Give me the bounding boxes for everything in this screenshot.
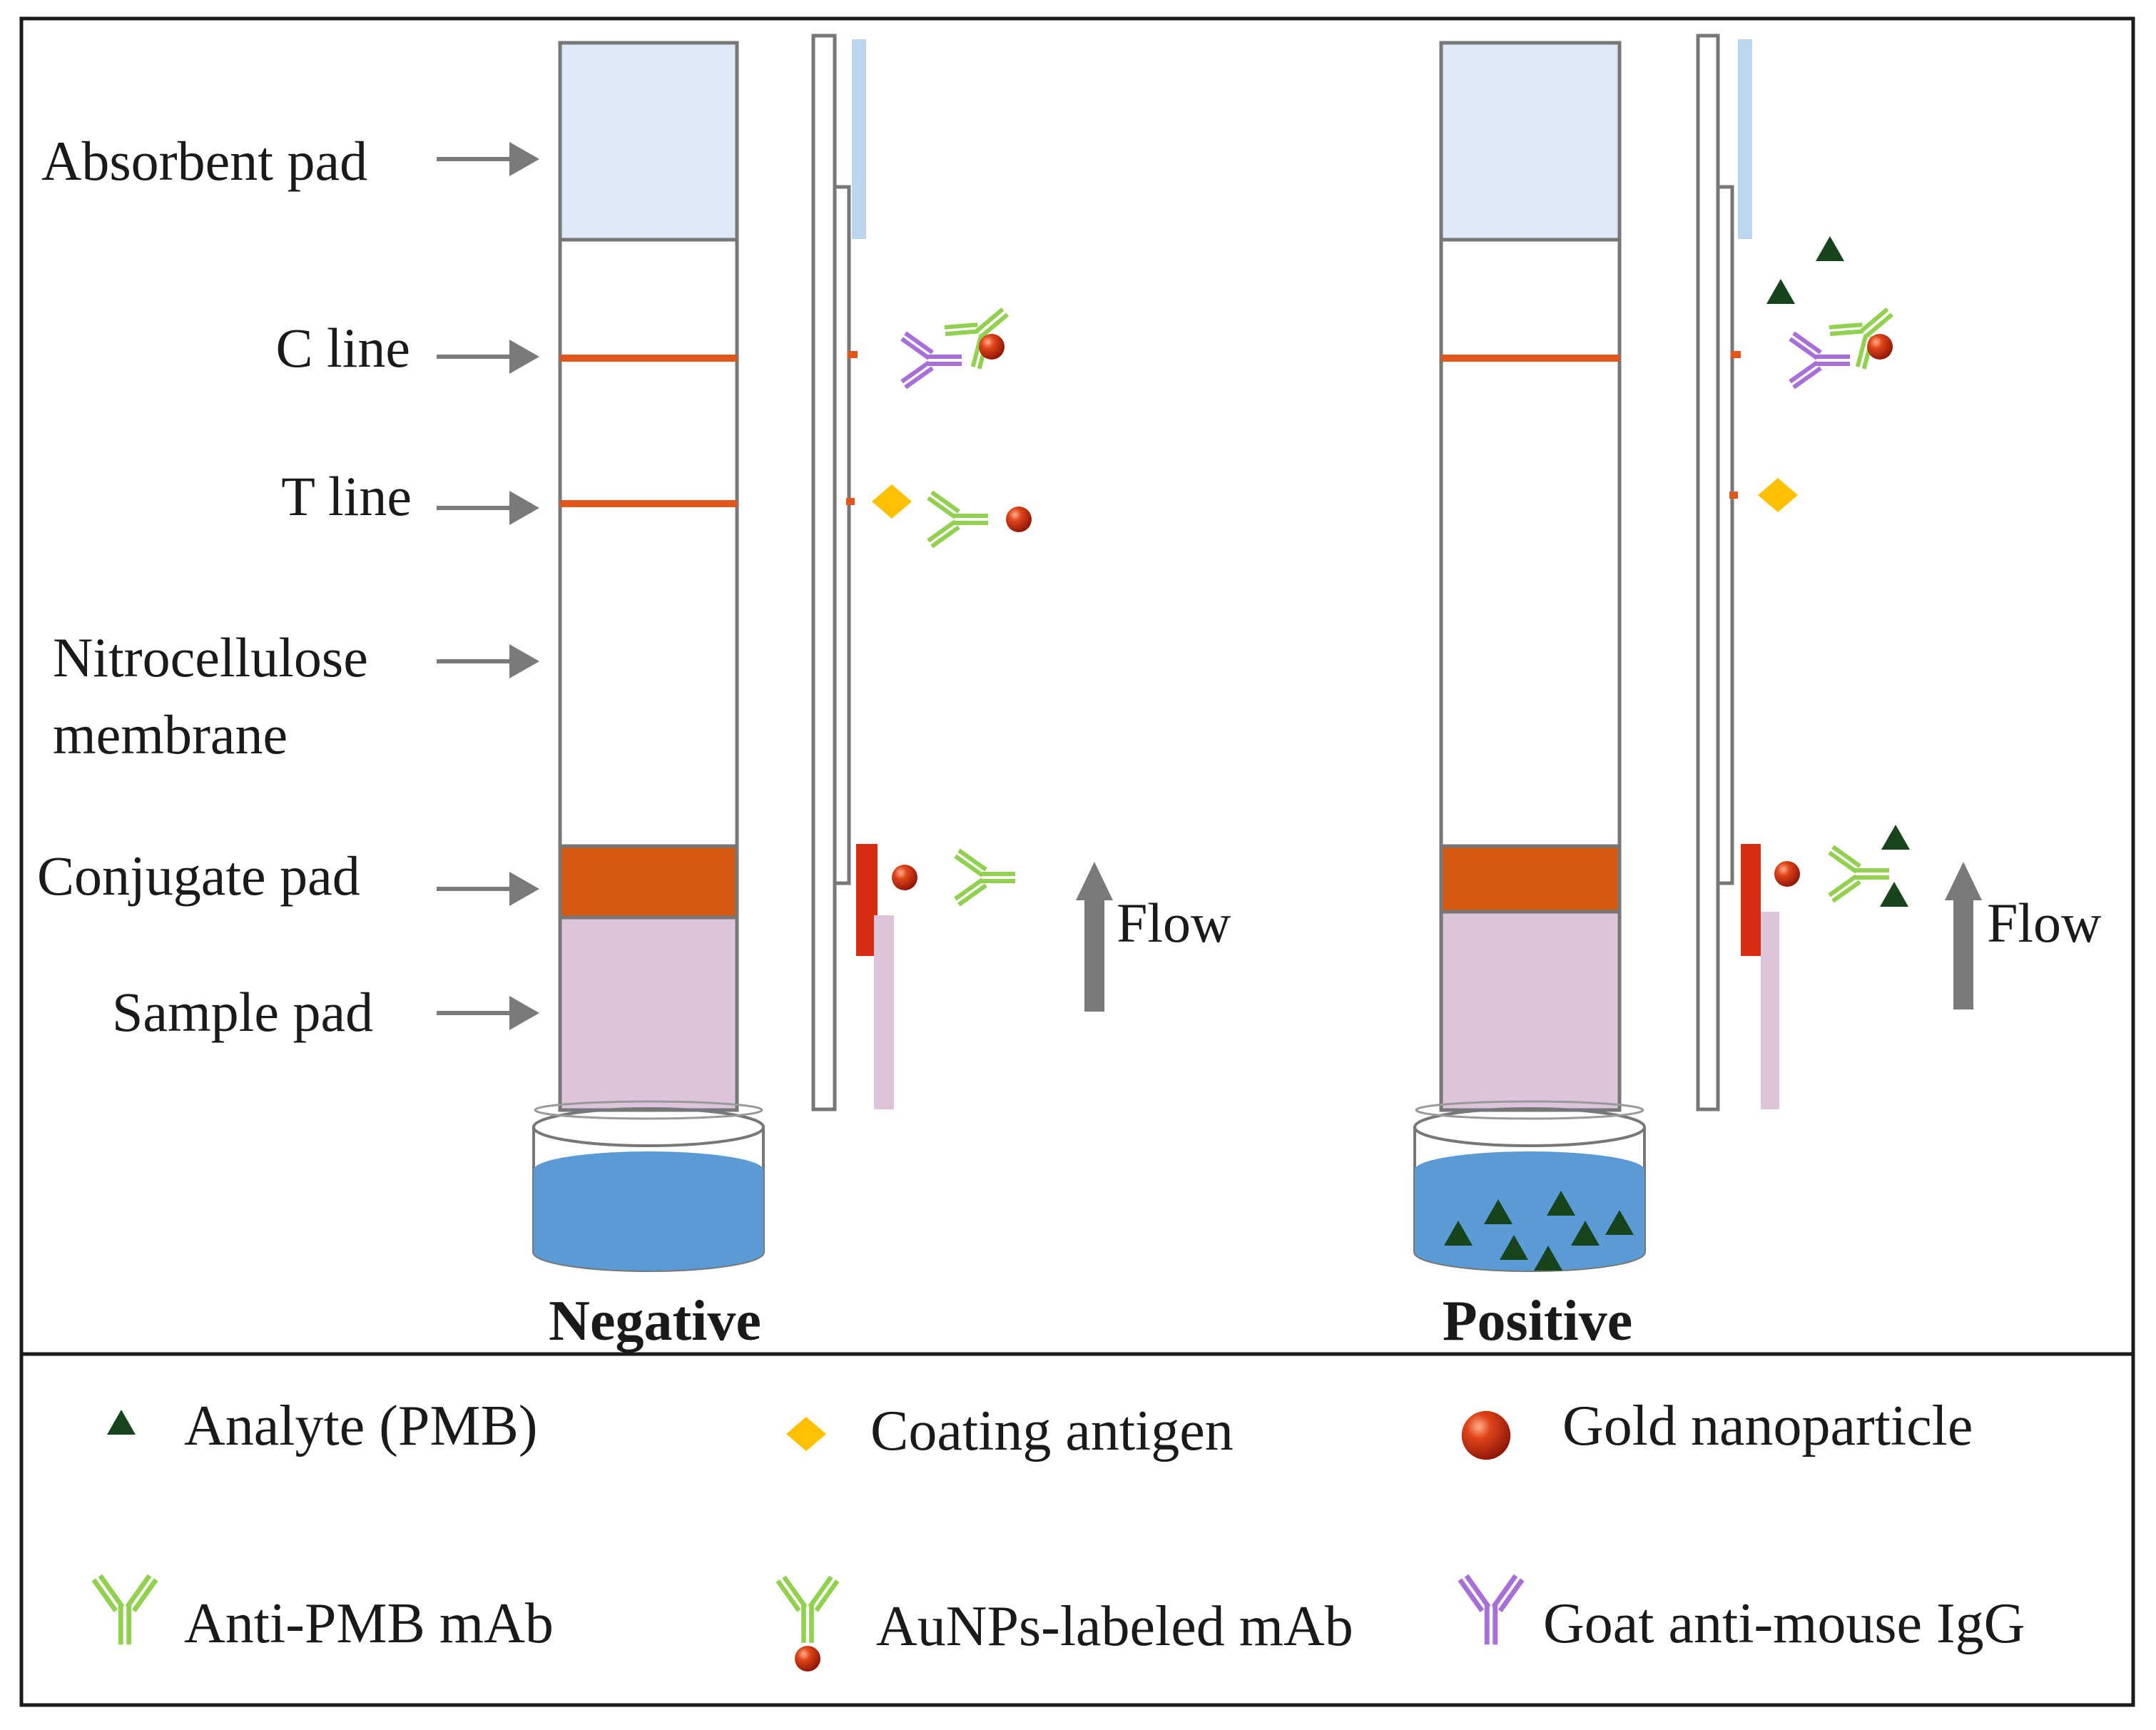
sample-pad bbox=[1439, 910, 1622, 1112]
label-sample-pad: Sample pad bbox=[112, 981, 373, 1043]
absorbent-side bbox=[852, 39, 866, 239]
caption-positive: Positive bbox=[1443, 1290, 1633, 1353]
legend-gold-nanoparticle-icon bbox=[1461, 1410, 1511, 1460]
positive-sample-cup bbox=[1413, 1100, 1646, 1272]
label-absorbent-pad: Absorbent pad bbox=[41, 130, 367, 192]
legend-anti-pmb-mab-label: Anti-PMB mAb bbox=[184, 1592, 554, 1655]
membrane-side bbox=[1718, 185, 1734, 885]
negative-flow-label: Flow bbox=[1117, 892, 1231, 954]
label-t-line: T line bbox=[281, 465, 412, 527]
legend-aunps-labeled-mab-icon bbox=[778, 1577, 838, 1672]
backing-card bbox=[811, 34, 837, 1111]
negative-side-view bbox=[811, 34, 1032, 1111]
absorbent-pad bbox=[558, 41, 739, 242]
positive-flow-arrow bbox=[1945, 862, 1982, 1009]
legend-gold-nanoparticle-label: Gold nanoparticle bbox=[1562, 1395, 1973, 1457]
negative-flow-arrow bbox=[1076, 862, 1113, 1012]
absorbent-pad bbox=[1439, 41, 1622, 242]
sample-side bbox=[874, 915, 894, 1109]
absorbent-side bbox=[1738, 39, 1752, 239]
legend-goat-anti-mouse-igg-icon bbox=[1460, 1576, 1522, 1645]
conjugate-pad bbox=[1439, 844, 1622, 914]
sample-pad bbox=[558, 915, 739, 1112]
positive-side-view bbox=[1696, 34, 1910, 1111]
nitrocellulose-membrane bbox=[1439, 238, 1622, 848]
negative-sample-cup bbox=[532, 1100, 765, 1272]
sample-side bbox=[1761, 912, 1779, 1109]
legend: Analyte (PMB) Coating antigen Gold nanop… bbox=[93, 1395, 2025, 1672]
caption-negative: Negative bbox=[549, 1290, 761, 1353]
label-nitrocellulose-1: Nitrocellulose bbox=[53, 626, 368, 688]
label-nitrocellulose-2: membrane bbox=[53, 703, 288, 765]
sample-solution bbox=[1415, 1151, 1644, 1271]
backing-card bbox=[1696, 34, 1720, 1111]
conjugate-pad bbox=[558, 844, 739, 920]
positive-strip bbox=[1439, 41, 1622, 1112]
nitrocellulose-membrane bbox=[558, 238, 739, 848]
conjugate-side bbox=[1741, 844, 1761, 956]
part-labels: Absorbent pad C line T line Nitrocellulo… bbox=[37, 130, 539, 1043]
sample-solution bbox=[534, 1151, 763, 1271]
legend-coating-antigen-label: Coating antigen bbox=[870, 1400, 1234, 1462]
legend-goat-anti-mouse-igg-label: Goat anti-mouse IgG bbox=[1543, 1592, 2025, 1655]
membrane-side bbox=[835, 185, 851, 885]
label-c-line: C line bbox=[276, 317, 411, 379]
legend-analyte-label: Analyte (PMB) bbox=[184, 1395, 538, 1457]
negative-strip bbox=[558, 41, 739, 1112]
label-conjugate-pad: Conjugate pad bbox=[37, 845, 360, 907]
legend-analyte-icon bbox=[107, 1410, 136, 1435]
legend-coating-antigen-icon bbox=[786, 1417, 826, 1451]
legend-aunps-labeled-mab-label: AuNPs-labeled mAb bbox=[876, 1595, 1353, 1658]
positive-flow-label: Flow bbox=[1987, 892, 2101, 954]
outer-frame bbox=[19, 16, 2135, 1707]
legend-anti-pmb-mab-icon bbox=[93, 1576, 156, 1645]
